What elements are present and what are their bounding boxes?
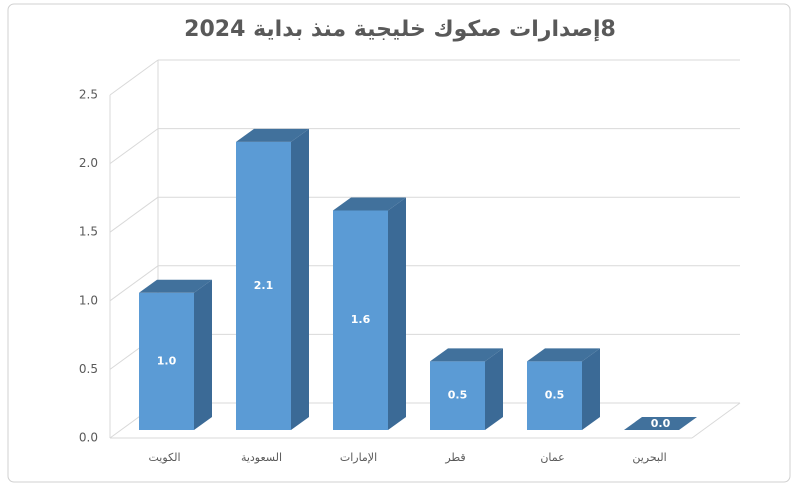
grid-line — [109, 128, 159, 165]
bar-side — [194, 279, 212, 430]
bar-top — [527, 348, 600, 362]
bar-top — [430, 348, 503, 362]
y-tick-label: 1.0 — [79, 293, 98, 307]
bar-top — [236, 128, 309, 142]
value-label: 0.5 — [545, 389, 565, 402]
bar-top — [624, 417, 697, 430]
bar-side — [582, 348, 600, 430]
value-label: 0.0 — [651, 417, 671, 430]
x-tick-label: الكويت — [148, 451, 180, 464]
bar-side — [485, 348, 503, 430]
x-tick-label: السعودية — [241, 451, 282, 464]
bar — [333, 210, 388, 430]
bar — [430, 361, 485, 430]
bar-side — [388, 197, 406, 430]
y-tick-label: 2.0 — [79, 156, 98, 170]
x-tick-label: البحرين — [632, 451, 666, 464]
bar-top — [139, 279, 212, 293]
y-tick-label: 0.5 — [79, 362, 98, 376]
y-tick-label: 0.0 — [79, 431, 98, 445]
value-label: 0.5 — [448, 389, 468, 402]
bar-side — [291, 128, 309, 430]
y-tick-label: 1.5 — [79, 225, 98, 239]
x-tick-label: الإمارات — [340, 451, 377, 464]
axis — [691, 402, 741, 439]
chart-title: 8إصدارات صكوك خليجية منذ بداية 2024 — [184, 17, 616, 42]
value-label: 2.1 — [254, 279, 274, 292]
grid-line — [109, 265, 159, 302]
x-tick-label: قطر — [444, 451, 465, 464]
grid-line — [109, 196, 159, 233]
bar — [236, 141, 291, 430]
x-tick-label: عمان — [540, 451, 564, 464]
bar — [139, 292, 194, 430]
value-label: 1.6 — [351, 313, 371, 326]
bar — [527, 361, 582, 430]
bar-top — [333, 197, 406, 211]
value-label: 1.0 — [157, 354, 177, 367]
grid-line — [109, 59, 159, 96]
y-tick-label: 2.5 — [79, 88, 98, 102]
